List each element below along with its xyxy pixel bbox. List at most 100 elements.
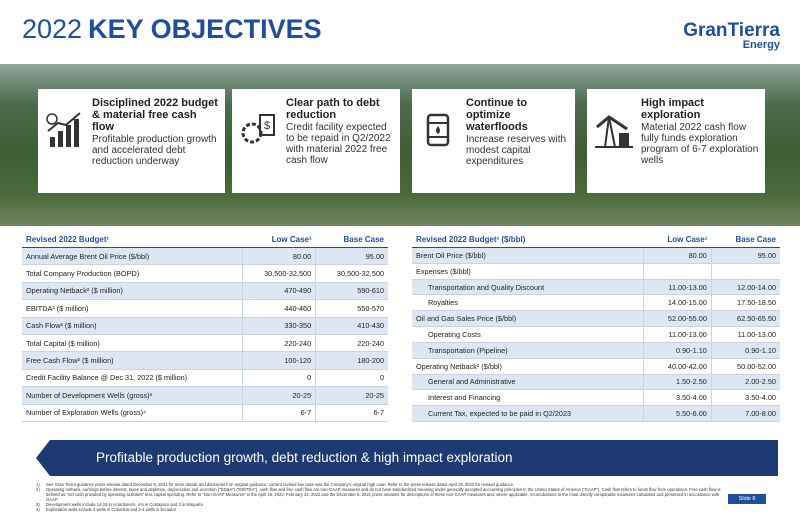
header-cell: Base Case [711, 232, 780, 248]
card-body: Profitable production growth and acceler… [92, 134, 217, 167]
logo-sub: Energy [742, 39, 780, 51]
cell: 220-240 [315, 334, 388, 353]
table-row: General and Administrative 1.50-2.50 2.00-… [412, 374, 780, 391]
table-row: Current Tax, expected to be paid in Q2/2… [412, 405, 780, 422]
icon [595, 115, 633, 148]
cell: 3.50-4.00 [710, 389, 780, 407]
cell: 95.00 [710, 247, 780, 264]
row-label: Transportation and Quality Discount [412, 279, 644, 296]
footnote-text: Exploration wells include 4 wells in Col… [46, 507, 177, 512]
cell: 100-120 [242, 351, 316, 370]
cell: 2.00-2.50 [710, 374, 780, 391]
cell: 20-25 [315, 386, 388, 405]
table-row: Total Company Production (BOPD) 30,500-32… [22, 264, 388, 283]
title: 2022 KEY OBJECTIVES [22, 14, 322, 45]
cell: 50.00-52.00 [710, 358, 780, 375]
header-cell: Base Case [315, 232, 388, 248]
table-row: Royalties 14.00-15.00 17.50-18.50 [412, 294, 780, 312]
card-title: Disciplined 2022 budget & material free … [92, 97, 218, 133]
row-label: Cash Flow² ($ million) [22, 317, 243, 335]
cell: 52.00-55.00 [642, 310, 712, 328]
table-body: Brent Oil Price ($/bbl) 80.00 95.00 Expense… [412, 247, 780, 422]
cell: 80.00 [242, 247, 316, 266]
cell: 180-200 [315, 351, 388, 370]
icon [426, 113, 450, 147]
card: $ Clear path to debt reduction Credit fac… [232, 89, 400, 193]
card: High impact exploration Material 2022 cas… [587, 89, 765, 193]
cell: 11.00-13.00 [710, 326, 780, 343]
cell: 1.50-2.50 [642, 374, 712, 391]
table-row: Operating Netback² ($/bbl) 40.00-42.00 50.… [412, 358, 780, 375]
icon [46, 112, 81, 147]
table-row: Number of Exploration Wells (gross)⁴ 6-7 6… [22, 404, 388, 423]
row-label: Brent Oil Price ($/bbl) [412, 247, 644, 264]
header-cell: Revised 2022 Budget¹ [22, 232, 243, 248]
footnote: 3) Development wells include 14-18 in Aco… [36, 502, 726, 507]
table-row: Expenses ($/bbl) [412, 263, 780, 280]
netback-table: Revised 2022 Budget¹ ($/bbl) Low Case¹ Bas… [412, 232, 780, 422]
table-row: Oil and Gas Sales Price ($/bbl) 52.00-55.… [412, 310, 780, 328]
cell: 220-240 [242, 334, 316, 353]
table-row: Annual Average Brent Oil Price ($/bbl) 80… [22, 247, 388, 266]
row-label: Number of Development Wells (gross)³ [22, 386, 243, 405]
cell: 0.90-1.10 [642, 342, 712, 359]
cell: 6-7 [242, 404, 316, 423]
header-cell: Revised 2022 Budget¹ ($/bbl) [412, 232, 644, 248]
cell [642, 263, 712, 280]
icon: $ [241, 114, 275, 144]
footnote: 4) Exploration wells include 4 wells in C… [36, 507, 726, 512]
cell: 410-430 [315, 317, 388, 335]
footnote-text: Operating netback, earnings before inter… [46, 487, 721, 502]
table-body: Annual Average Brent Oil Price ($/bbl) 80… [22, 247, 388, 423]
card-body: Material 2022 cash flow fully funds expl… [641, 122, 759, 166]
row-label: Total Capital ($ million) [22, 334, 243, 353]
card-body: Credit facility expected to be repaid in… [286, 122, 391, 166]
table-row: Number of Development Wells (gross)³ 20-2… [22, 386, 388, 405]
slide-number: Slide 8 [728, 494, 766, 504]
svg-text:$: $ [264, 120, 270, 132]
table-row: Operating Netback² ($ million) 470-490 590… [22, 282, 388, 301]
table-row: Interest and Financing 3.50-4.00 3.50-4.00 [412, 389, 780, 407]
cell: 40.00-42.00 [642, 358, 712, 375]
cell: 14.00-15.00 [642, 294, 712, 312]
cell: 62.50-65.50 [710, 310, 780, 328]
table-row: Total Capital ($ million) 220-240 220-240 [22, 334, 388, 353]
footnote: 1) See Gran Tierra guidance press release… [36, 482, 726, 487]
cell: 0 [315, 369, 388, 388]
footnote: 2) Operating netback, earnings before int… [36, 487, 726, 502]
row-label: Total Company Production (BOPD) [22, 264, 243, 283]
table-head: Revised 2022 Budget¹ Low Case¹ Base Case [22, 232, 388, 248]
cell: 11.00-13.00 [642, 279, 712, 296]
table-row: Transportation (Pipeline) 0.90-1.10 0.90-1… [412, 342, 780, 359]
cell: 11.00-13.00 [642, 326, 712, 343]
row-label: Interest and Financing [412, 389, 644, 407]
footnote-text: Development wells include 14-18 in Acord… [46, 502, 203, 507]
budget-table: Revised 2022 Budget¹ Low Case¹ Base Case An… [22, 232, 388, 423]
title-year: 2022 [22, 14, 83, 44]
row-label: Credit Facility Balance @ Dec 31, 2022 (… [22, 369, 243, 388]
footnote-marker: 1) [36, 482, 40, 487]
footnote-text: See Gran Tierra guidance press release d… [46, 482, 515, 487]
row-label: Number of Exploration Wells (gross)⁴ [22, 404, 243, 423]
cell: 7.00-8.00 [710, 405, 780, 422]
table-head: Revised 2022 Budget¹ ($/bbl) Low Case¹ Bas… [412, 232, 780, 248]
cell: 3.50-4.00 [642, 389, 712, 407]
row-label: Royalties [412, 294, 644, 312]
cell: 80.00 [642, 247, 712, 264]
row-label: General and Administrative [412, 374, 644, 391]
table-row: Brent Oil Price ($/bbl) 80.00 95.00 [412, 247, 780, 264]
cell: 0 [242, 369, 316, 388]
row-label: EBITDA² ($ million) [22, 299, 243, 318]
cell: 0.90-1.10 [710, 342, 780, 359]
header-cell: Low Case¹ [643, 232, 712, 248]
row-label: Expenses ($/bbl) [412, 263, 644, 280]
logo-name: GranTierra [683, 20, 780, 41]
cell [710, 263, 780, 280]
row-label: Oil and Gas Sales Price ($/bbl) [412, 310, 644, 328]
title-main: KEY OBJECTIVES [88, 14, 322, 44]
footnote-marker: 4) [36, 507, 40, 512]
row-label: Transportation (Pipeline) [412, 342, 644, 359]
cell: 30,500-32,500 [242, 264, 316, 283]
table-row: Operating Costs 11.00-13.00 11.00-13.00 [412, 326, 780, 343]
